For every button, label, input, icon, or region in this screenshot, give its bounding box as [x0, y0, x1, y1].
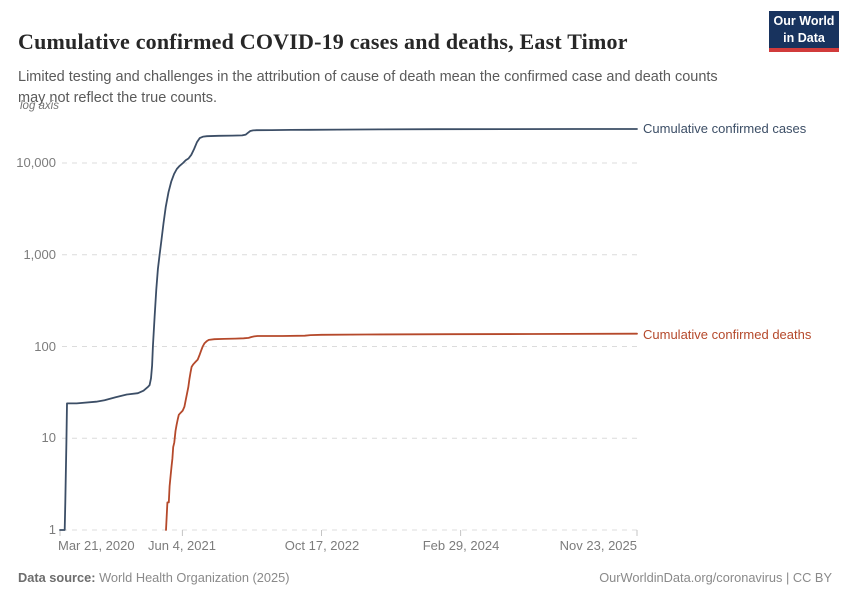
y-tick-1: 1 — [48, 522, 56, 537]
y-tick-10000: 10,000 — [16, 155, 56, 170]
x-tick-2024: Feb 29, 2024 — [422, 538, 500, 553]
x-tick-2025: Nov 23, 2025 — [559, 538, 637, 553]
owid-logo-line1: Our World — [773, 14, 835, 29]
page-title: Cumulative confirmed COVID-19 cases and … — [18, 28, 628, 54]
chart-subtitle: Limited testing and challenges in the at… — [18, 68, 718, 106]
x-tick-2021: Jun 4, 2021 — [148, 538, 216, 553]
cases-series-label: Cumulative confirmed cases — [643, 121, 807, 136]
owid-logo: Our World in Data — [769, 11, 839, 52]
data-source-value: World Health Organization (2025) — [95, 570, 290, 585]
credit-text: OurWorldinData.org/coronavirus | CC BY — [599, 570, 832, 585]
log-axis-label: log axis — [20, 100, 59, 112]
x-tick-2020: Mar 21, 2020 — [58, 538, 135, 553]
y-tick-10: 10 — [41, 430, 56, 445]
x-tick-2022: Oct 17, 2022 — [284, 538, 360, 553]
deaths-series-label: Cumulative confirmed deaths — [643, 327, 812, 342]
y-tick-1000: 1,000 — [23, 247, 56, 262]
y-tick-100: 100 — [34, 339, 56, 354]
owid-logo-line2: in Data — [783, 30, 825, 45]
data-source-text: Data source: World Health Organization (… — [18, 570, 289, 585]
data-source-label: Data source: — [18, 570, 96, 585]
footer: Data source: World Health Organization (… — [18, 570, 832, 585]
